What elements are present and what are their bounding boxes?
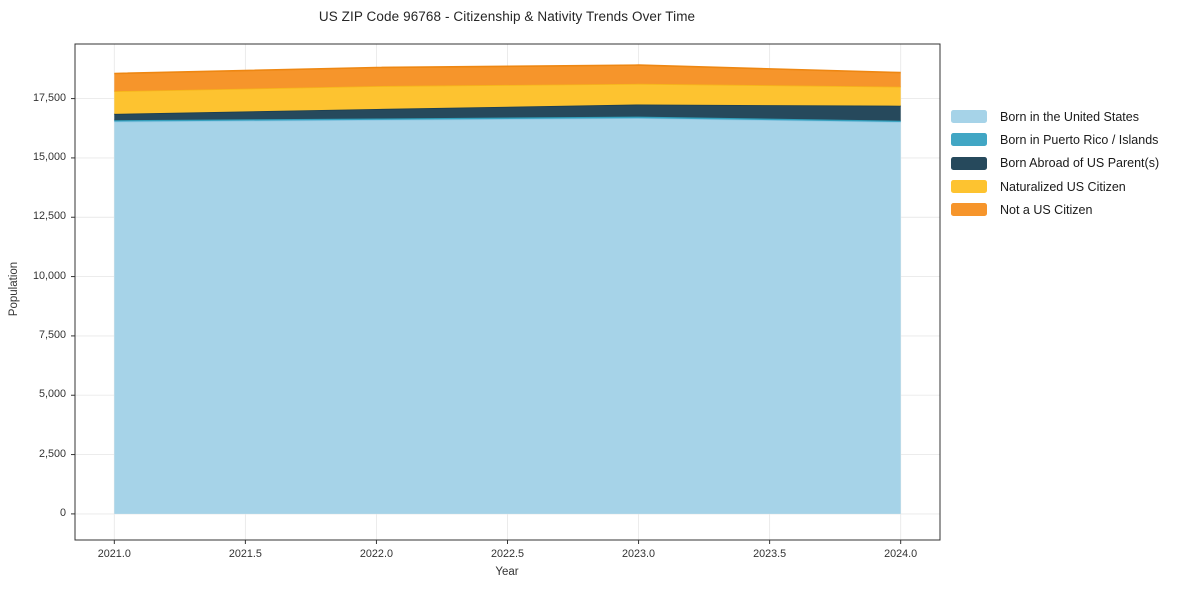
- legend-item: Not a US Citizen: [951, 198, 1159, 221]
- y-tick-label: 10,000: [32, 269, 66, 282]
- x-tick-label: 2023.5: [753, 548, 787, 560]
- legend-swatch-puerto-rico: [951, 133, 987, 147]
- x-tick-label: 2023.0: [622, 548, 656, 560]
- x-tick-label: 2022.0: [359, 548, 393, 560]
- legend-item: Born in the United States: [951, 105, 1159, 128]
- y-tick-label: 12,500: [32, 210, 66, 223]
- area-not-a-us-citizen: [114, 65, 901, 92]
- legend-swatch-naturalized: [951, 180, 987, 194]
- legend: Born in the United States Born in Puerto…: [951, 105, 1159, 221]
- legend-label: Born Abroad of US Parent(s): [1000, 156, 1160, 171]
- legend-swatch-not-citizen: [951, 203, 987, 217]
- y-tick-label: 17,500: [32, 91, 66, 104]
- legend-label: Naturalized US Citizen: [1000, 179, 1126, 194]
- y-tick-label: 15,000: [32, 150, 66, 163]
- x-tick-label: 2021.0: [97, 548, 131, 560]
- x-tick-label: 2024.0: [884, 548, 918, 560]
- legend-label: Born in Puerto Rico / Islands: [1000, 132, 1159, 147]
- y-tick-label: 0: [59, 506, 66, 519]
- legend-swatch-born-abroad: [951, 156, 987, 170]
- area-born-in-the-united-states: [114, 118, 901, 514]
- x-tick-label: 2022.5: [490, 548, 525, 560]
- y-tick-label: 7,500: [38, 328, 66, 341]
- legend-item: Born in Puerto Rico / Islands: [951, 128, 1159, 151]
- x-tick-label: 2021.5: [228, 548, 262, 560]
- legend-item: Naturalized US Citizen: [951, 175, 1159, 198]
- legend-swatch-born-us: [951, 110, 987, 124]
- y-tick-label: 5,000: [38, 388, 66, 401]
- chart-title: US ZIP Code 96768 - Citizenship & Nativi…: [318, 9, 696, 24]
- x-axis-label: Year: [495, 566, 519, 578]
- legend-item: Born Abroad of US Parent(s): [951, 152, 1159, 175]
- area-edge: [114, 64, 901, 75]
- area-naturalized-us-citizen: [114, 83, 901, 114]
- y-axis-label: Population: [8, 261, 20, 317]
- legend-label: Born in the United States: [1000, 109, 1139, 124]
- legend-label: Not a US Citizen: [1000, 202, 1093, 217]
- plot-area: [71, 43, 941, 544]
- y-tick-label: 2,500: [38, 447, 66, 460]
- area-born-abroad-of-us-parent-s-: [114, 104, 901, 121]
